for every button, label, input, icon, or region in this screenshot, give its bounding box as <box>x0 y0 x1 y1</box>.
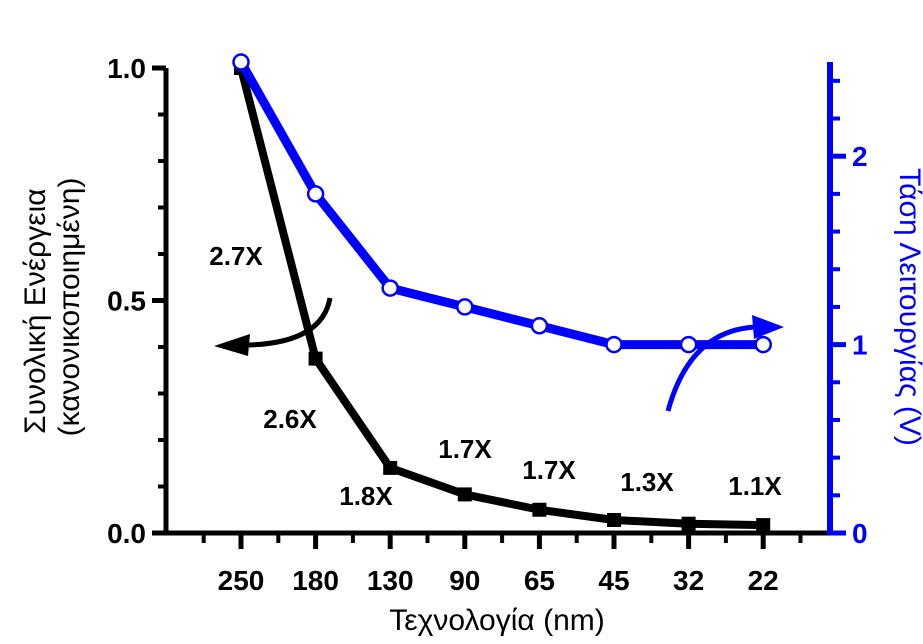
energy-point <box>607 512 621 527</box>
left-y-axis-title: Συνολική Ενέργεια (κανονικοποιημένη) <box>19 178 86 437</box>
right-y-axis-title: Τάση Λειτουργίας (V) <box>893 168 923 446</box>
tick-labels-group: 0.0 0.5 1.0 0 1 2 250 180 130 90 65 45 32 22 <box>107 53 868 596</box>
left-y-axis-title-line-1: Συνολική Ενέργεια <box>19 188 52 434</box>
energy-series-line <box>237 67 764 530</box>
x-tick-label: 180 <box>292 565 339 596</box>
voltage-point <box>456 298 474 316</box>
x-tick-label: 32 <box>673 565 704 596</box>
energy-point <box>681 516 696 531</box>
voltage-point <box>605 335 623 354</box>
voltage-point <box>679 335 698 354</box>
voltage-series-line <box>237 59 764 350</box>
ticks-group <box>152 65 846 549</box>
right-tick-label: 2 <box>852 141 868 172</box>
left-axis-arrow <box>247 297 333 348</box>
x-tick-label: 130 <box>367 565 414 596</box>
ratio-label: 2.6X <box>263 404 317 434</box>
voltage-point <box>306 185 325 203</box>
energy-point <box>308 351 323 366</box>
x-tick-label: 90 <box>449 565 480 596</box>
axes-group <box>163 62 833 536</box>
left-tick-label: 1.0 <box>107 53 146 84</box>
x-axis-title: Τεχνολογία (nm) <box>389 604 605 637</box>
left-tick-label: 0.5 <box>107 286 146 317</box>
voltage-point <box>754 335 772 354</box>
x-tick-label: 45 <box>598 565 629 596</box>
ratio-label: 2.7X <box>209 241 263 271</box>
ratio-label: 1.1X <box>728 471 782 501</box>
ratio-label: 1.7X <box>438 434 492 464</box>
left-y-axis-title-line-2: (κανονικοποιημένη) <box>53 178 86 437</box>
x-tick-label: 250 <box>218 565 265 596</box>
ratio-label: 1.8X <box>339 481 393 511</box>
ratio-label: 1.3X <box>620 467 674 497</box>
energy-point <box>756 518 771 533</box>
voltage-point <box>381 279 399 297</box>
energy-point <box>532 502 547 517</box>
ratio-label: 1.7X <box>522 455 576 485</box>
x-tick-label: 22 <box>748 565 779 596</box>
series-group <box>232 53 772 533</box>
right-axis-arrow-head <box>752 315 784 339</box>
annotations-group: 2.7X 2.6X 1.8X 1.7X 1.7X 1.3X 1.1X <box>209 241 784 511</box>
left-axis-arrow-head <box>214 334 250 356</box>
voltage-point <box>530 317 549 335</box>
energy-point <box>383 460 398 475</box>
left-tick-label: 0.0 <box>107 518 146 549</box>
voltage-point <box>232 53 250 71</box>
energy-point <box>457 487 472 502</box>
x-tick-label: 65 <box>524 565 555 596</box>
right-tick-label: 1 <box>852 330 868 361</box>
right-axis-arrow <box>665 324 757 412</box>
right-tick-label: 0 <box>852 518 868 549</box>
